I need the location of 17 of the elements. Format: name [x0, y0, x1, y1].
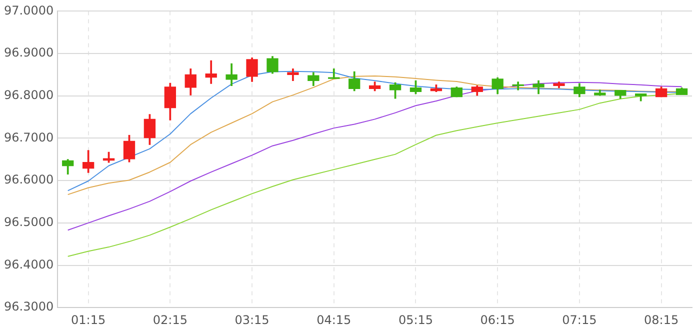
x-tick-label: 03:15 — [234, 312, 270, 327]
x-tick-label: 02:15 — [152, 312, 188, 327]
x-tick-label: 06:15 — [480, 312, 515, 327]
y-tick-label: 97.0000 — [4, 3, 54, 18]
y-tick-label: 96.8000 — [4, 88, 54, 102]
y-tick-label: 96.7000 — [4, 130, 54, 144]
y-tick-label: 96.3000 — [4, 300, 54, 314]
y-tick-label: 96.9000 — [4, 46, 54, 60]
x-tick-label: 07:15 — [562, 312, 597, 327]
x-tick-label: 08:15 — [644, 312, 679, 327]
x-tick-label: 01:15 — [71, 312, 106, 327]
y-tick-label: 96.4000 — [4, 257, 54, 272]
y-tick-label: 96.5000 — [4, 215, 54, 230]
y-tick-label: 96.6000 — [4, 172, 54, 187]
x-tick-label: 04:15 — [316, 312, 352, 327]
candlestick — [512, 82, 524, 90]
x-tick-label: 05:15 — [398, 312, 434, 327]
